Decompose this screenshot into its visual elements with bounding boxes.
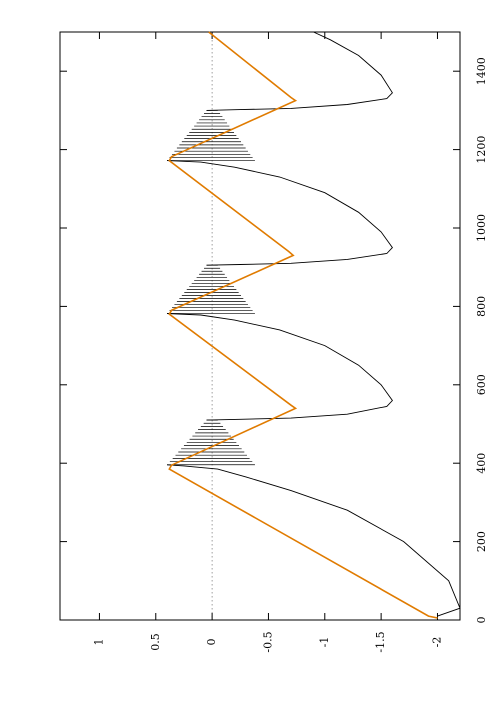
y-tick-label: -1: [318, 637, 331, 648]
y-tick-label: 0: [205, 639, 218, 646]
x-tick-label: 800: [475, 296, 488, 317]
x-tick-label: 600: [475, 374, 488, 395]
x-tick-label: 1400: [475, 57, 488, 85]
y-tick-label: 1: [92, 639, 105, 646]
black-series-line: [206, 31, 393, 111]
y-tick-label: -2: [430, 637, 443, 648]
y-tick-label: 0.5: [149, 633, 162, 651]
x-tick-label: 1200: [475, 136, 488, 164]
x-tick-label: 1000: [475, 214, 488, 242]
plot-frame: [59, 31, 461, 621]
y-tick-label: -0.5: [261, 631, 274, 652]
x-tick-label: 0: [475, 617, 488, 624]
x-tick-label: 200: [475, 531, 488, 552]
x-tick-label: 400: [475, 453, 488, 474]
black-series-line: [166, 313, 393, 421]
black-series-line: [166, 464, 461, 617]
black-series-line: [166, 160, 393, 266]
plot-area: 0 200 400 600 800 1000 1200 1400 -2 -1.5 -1 -0.5 0 0.…: [59, 31, 488, 653]
y-tick-label: -1.5: [374, 631, 387, 652]
orange-series-line: [168, 31, 438, 619]
